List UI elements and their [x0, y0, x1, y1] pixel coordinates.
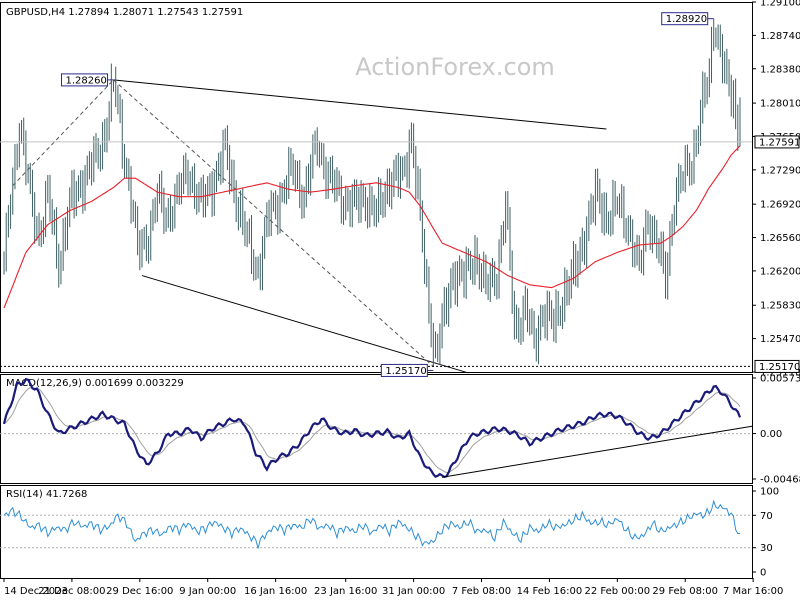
time-tick-label: 31 Jan 00:00 [382, 586, 445, 597]
time-tick-label: 29 Feb 08:00 [652, 586, 718, 597]
pane-frame-1 [0, 374, 753, 484]
pane-frames [0, 2, 753, 579]
watermark: ActionForex.com [355, 53, 555, 81]
trendlines [12, 79, 607, 374]
annotation-label: 1.28920 [666, 14, 707, 25]
rsi-line [3, 499, 740, 549]
price-tick-label: 1.26920 [760, 200, 800, 211]
annotation-label: 1.28260 [66, 75, 107, 86]
price-tick-label: 1.25110 [760, 368, 800, 379]
dashed-trendline [12, 79, 114, 186]
time-tick-label: 9 Jan 00:00 [179, 586, 236, 597]
macd-label: MACD(12,26,9) 0.001699 0.003229 [6, 378, 184, 389]
time-tick-label: 23 Jan 16:00 [314, 586, 377, 597]
price-bars [3, 18, 741, 367]
current-price-label-box [754, 135, 800, 149]
macd-pane: MACD(12,26,9) 0.001699 0.003229 0.00573 0.… [0, 374, 800, 486]
macd-trendline [442, 425, 753, 478]
time-tick-label: 16 Jan 16:00 [244, 586, 307, 597]
time-tick-label: 14 Dec 2023 [4, 586, 68, 597]
trendline [141, 275, 469, 374]
rsi-tick-label: 70 [760, 511, 773, 522]
price-tick-label: 1.29100 [760, 0, 800, 9]
price-tick-label: 1.27290 [760, 165, 800, 176]
support-axis-label-box [754, 359, 800, 373]
time-tick-label: 14 Feb 16:00 [517, 586, 583, 597]
price-tick-label: 1.28380 [760, 64, 800, 75]
current-price-label: 1.27591 [759, 137, 800, 148]
moving-average-line [3, 145, 741, 309]
rsi-tick-label: 30 [760, 543, 773, 554]
price-levels [0, 141, 752, 367]
trendline [113, 79, 607, 130]
macd-tick-label: -0.004685 [760, 475, 800, 486]
price-tick-label: 1.26200 [760, 266, 800, 277]
price-tick-label: 1.28740 [760, 31, 800, 42]
rsi-tick-label: 100 [760, 487, 779, 498]
chart-title: GBPUSD,H4 1.27894 1.28071 1.27543 1.2759… [6, 7, 243, 18]
rsi-label: RSI(14) 41.7268 [6, 489, 87, 500]
macd-tick-label: 0.00573 [760, 374, 800, 385]
time-tick-label: 7 Feb 08:00 [452, 586, 511, 597]
time-tick-label: 21 Dec 08:00 [38, 586, 105, 597]
pane-frame-0 [0, 2, 753, 373]
dashed-trendline [113, 79, 434, 367]
price-tick-label: 1.25830 [760, 301, 800, 312]
time-tick-label: 29 Dec 16:00 [106, 586, 173, 597]
annotation-label: 1.25170 [385, 366, 426, 377]
macd-line [2, 377, 742, 479]
pane-frame-2 [0, 485, 753, 579]
price-tick-label: 1.28010 [760, 99, 800, 110]
price-tick-label: 1.26560 [760, 233, 800, 244]
rsi-pane: RSI(14) 41.7268 100 70 30 0 [0, 487, 779, 579]
support-axis-label: 1.25170 [759, 362, 800, 373]
time-tick-label: 7 Mar 16:00 [723, 586, 783, 597]
macd-tick-label: 0.00 [760, 429, 782, 440]
time-tick-label: 22 Feb 00:00 [585, 586, 651, 597]
price-tick-label: 1.25470 [760, 334, 800, 345]
rsi-tick-label: 0 [760, 568, 766, 579]
annotation-labels: 1.27591 1.25170 1.28260 1.25170 1.28920 [61, 12, 800, 377]
